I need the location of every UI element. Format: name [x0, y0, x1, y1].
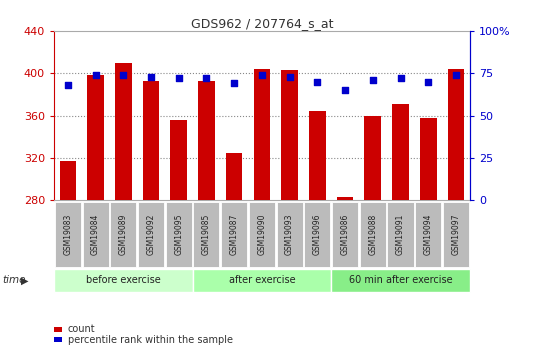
Text: before exercise: before exercise	[86, 275, 161, 285]
Text: GSM19089: GSM19089	[119, 214, 128, 255]
Text: after exercise: after exercise	[228, 275, 295, 285]
Point	[119, 72, 127, 78]
Text: GSM19097: GSM19097	[451, 214, 461, 255]
Bar	[198, 81, 215, 200]
Text: ▶: ▶	[21, 275, 28, 285]
Text: 60 min after exercise: 60 min after exercise	[349, 275, 453, 285]
Bar	[392, 104, 409, 200]
Bar	[337, 197, 353, 200]
Text: count: count	[68, 325, 95, 334]
Text: GSM19092: GSM19092	[146, 214, 156, 255]
Text: GSM19096: GSM19096	[313, 214, 322, 255]
Text: GSM19083: GSM19083	[63, 214, 72, 255]
Point	[424, 79, 433, 85]
Text: percentile rank within the sample: percentile rank within the sample	[68, 335, 233, 345]
Bar	[59, 161, 76, 200]
Text: GSM19088: GSM19088	[368, 214, 377, 255]
Bar	[226, 152, 242, 200]
Bar	[254, 69, 270, 200]
Point	[313, 79, 322, 85]
Text: GSM19086: GSM19086	[341, 214, 349, 255]
Title: GDS962 / 207764_s_at: GDS962 / 207764_s_at	[191, 17, 333, 30]
Bar	[448, 69, 464, 200]
Bar	[281, 70, 298, 200]
Text: GSM19084: GSM19084	[91, 214, 100, 255]
Point	[396, 76, 405, 81]
Point	[341, 88, 349, 93]
Point	[202, 76, 211, 81]
Bar	[420, 118, 436, 200]
Bar	[87, 76, 104, 200]
Point	[230, 81, 239, 86]
Bar	[115, 63, 132, 200]
Text: GSM19093: GSM19093	[285, 214, 294, 255]
Point	[258, 72, 266, 78]
Point	[91, 72, 100, 78]
Bar	[171, 120, 187, 200]
Bar	[143, 81, 159, 200]
Bar	[364, 116, 381, 200]
Text: GSM19087: GSM19087	[230, 214, 239, 255]
Point	[147, 74, 156, 79]
Text: time: time	[3, 275, 26, 285]
Text: GSM19094: GSM19094	[424, 214, 433, 255]
Text: GSM19091: GSM19091	[396, 214, 405, 255]
Point	[174, 76, 183, 81]
Point	[368, 77, 377, 83]
Text: GSM19095: GSM19095	[174, 214, 183, 255]
Text: GSM19085: GSM19085	[202, 214, 211, 255]
Point	[64, 82, 72, 88]
Point	[451, 72, 460, 78]
Text: GSM19090: GSM19090	[258, 214, 266, 255]
Point	[285, 74, 294, 79]
Bar	[309, 111, 326, 200]
